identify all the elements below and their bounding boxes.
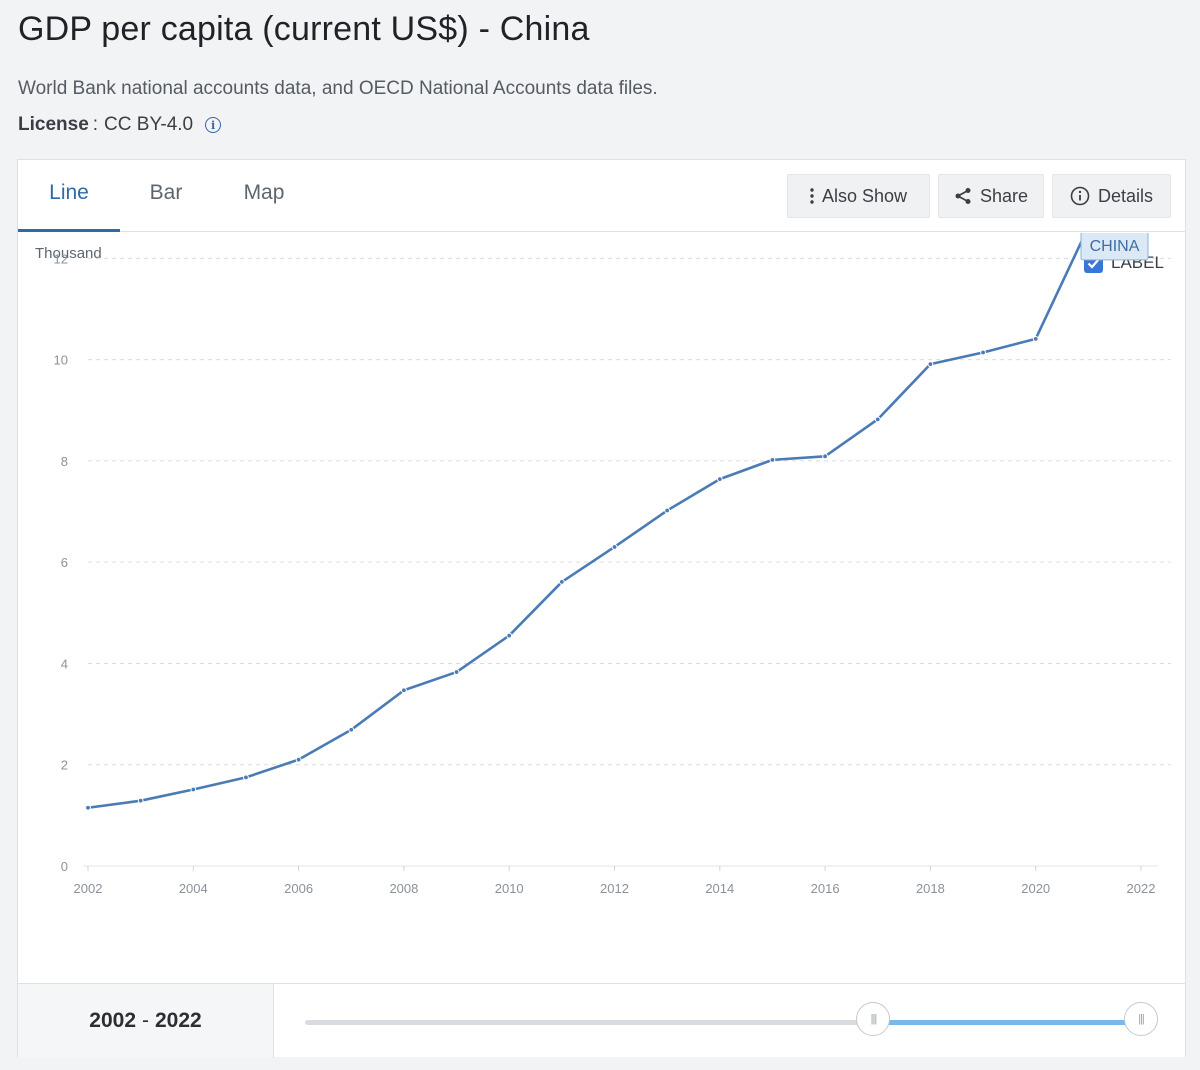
y-tick-label: 10 [54,353,68,368]
slider-handle-start[interactable]: ||| [856,1002,891,1036]
range-start: 2002 [89,1009,136,1032]
x-tick-label: 2006 [284,881,313,896]
data-point [874,416,881,423]
data-point [664,507,671,514]
more-vertical-icon [810,188,814,204]
chart-area: Thousand LABEL 0 2 4 6 8 10 12 2002 2004 2006 2008… [18,233,1187,983]
year-range-slider[interactable] [305,1020,1141,1025]
data-point [558,579,565,585]
data-point [295,756,302,763]
data-point [822,453,828,460]
license-value[interactable]: CC BY-4.0 [104,114,194,135]
x-tick-label: 2002 [74,881,103,896]
x-tick-label: 2014 [705,881,734,896]
details-label: Details [1097,185,1154,206]
license-separator: : [92,114,99,135]
data-point [453,669,460,675]
checkmark-icon [1087,258,1100,269]
y-tick-label: 6 [61,555,68,570]
data-point [716,476,723,483]
data-point [927,361,934,368]
share-button[interactable]: Share [938,174,1044,218]
also-show-button[interactable]: Also Show [787,174,930,218]
series-line [87,233,1087,810]
x-tick-label: 2020 [1021,881,1050,896]
x-tick-label: 2012 [600,881,629,896]
tab-line[interactable]: Line [18,160,120,232]
slider-handle-end[interactable]: ||| [1124,1002,1158,1036]
line-chart: 0 2 4 6 8 10 12 2002 2004 2006 2008 2010 2012 2014 201… [54,233,1171,896]
y-tick-label: 4 [61,656,68,671]
data-point [243,774,249,781]
data-point [980,349,986,356]
x-tick-label: 2004 [179,881,208,896]
data-point [401,687,407,694]
data-point [85,804,91,811]
also-show-label: Also Show [821,185,908,206]
data-point [769,456,776,463]
data-point [190,786,197,793]
chart-tabs: Line Bar Map Also Show Share Details [18,160,1185,232]
range-end: 2022 [155,1009,202,1032]
y-tick-label: 2 [61,758,68,773]
license-row: License : CC BY-4.0 i [18,114,222,136]
x-tick-label: 2010 [495,881,524,896]
range-bar: 2002 - 2022 ||| ||| [18,983,1185,1058]
x-tick-label: 2016 [811,881,840,896]
tab-bar[interactable]: Bar [149,181,183,204]
tab-map[interactable]: Map [243,181,285,204]
slider-selected-range [873,1020,1141,1025]
x-tick-label: 2022 [1127,881,1156,896]
y-tick-label: 12 [54,251,68,266]
data-point [506,632,513,639]
info-circle-icon [1070,186,1090,206]
range-separator: - [142,1009,149,1032]
x-tick-label: 2018 [916,881,945,896]
y-tick-label: 0 [61,859,68,874]
chart-card: Line Bar Map Also Show Share Details [17,159,1187,1058]
data-point [611,544,618,550]
data-point [348,726,355,733]
y-tick-label: 8 [61,454,68,469]
page-title: GDP per capita (current US$) - China [18,10,590,48]
series-end-label-box [1080,233,1149,261]
share-label: Share [979,185,1029,206]
data-point [137,797,144,804]
license-label: License [18,114,89,135]
series-end-label: CHINA [1090,238,1140,255]
data-point [1032,335,1039,342]
source-text: World Bank national accounts data, and O… [18,78,658,99]
info-icon[interactable]: i [205,117,222,133]
y-axis-unit-label: Thousand [35,245,102,262]
range-display: 2002 - 2022 [18,984,274,1058]
share-icon [955,188,971,204]
x-tick-label: 2008 [389,881,418,896]
details-button[interactable]: Details [1052,174,1171,218]
